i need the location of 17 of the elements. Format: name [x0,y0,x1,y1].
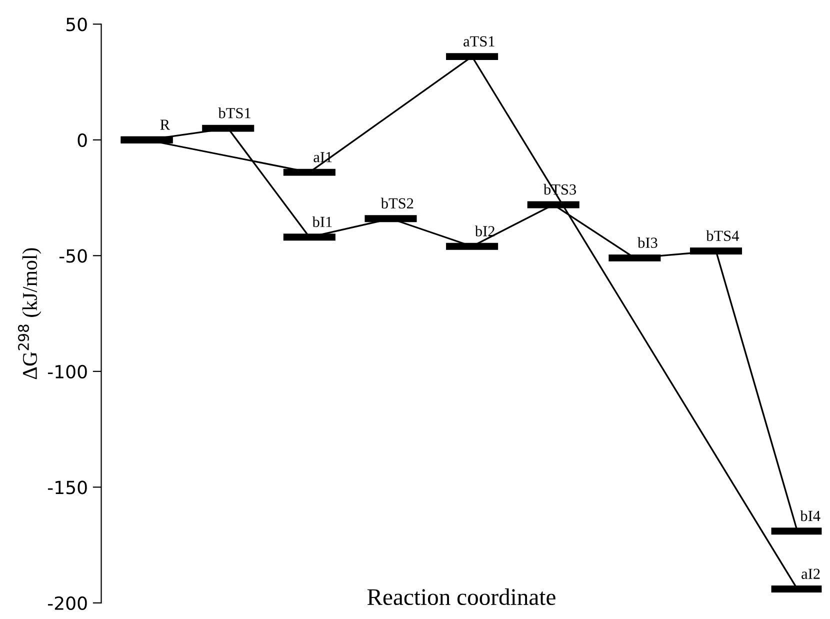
y-axis-title: ΔG$^{298}$ (kJ/mol) [18,248,42,380]
y-tick-label: 0 [78,133,87,148]
data-label: bTS4 [706,230,739,241]
data-label: R [160,120,170,130]
data-label: bI1 [312,216,332,228]
y-tick-label: 50 [66,18,87,32]
y-tick-label: -150 [48,480,87,494]
y-tick-label: -50 [59,249,87,263]
data-label: bI3 [638,237,658,248]
data-label: aI2 [802,568,820,579]
y-tick-label: -100 [48,364,87,379]
data-label: bTS2 [380,198,414,209]
data-label: bI4 [800,510,820,522]
data-label: bTS1 [218,108,250,118]
data-label: aTS1 [464,36,494,47]
x-axis-title: Reaction coordinate [367,588,556,606]
y-tick-label: -200 [48,596,87,610]
